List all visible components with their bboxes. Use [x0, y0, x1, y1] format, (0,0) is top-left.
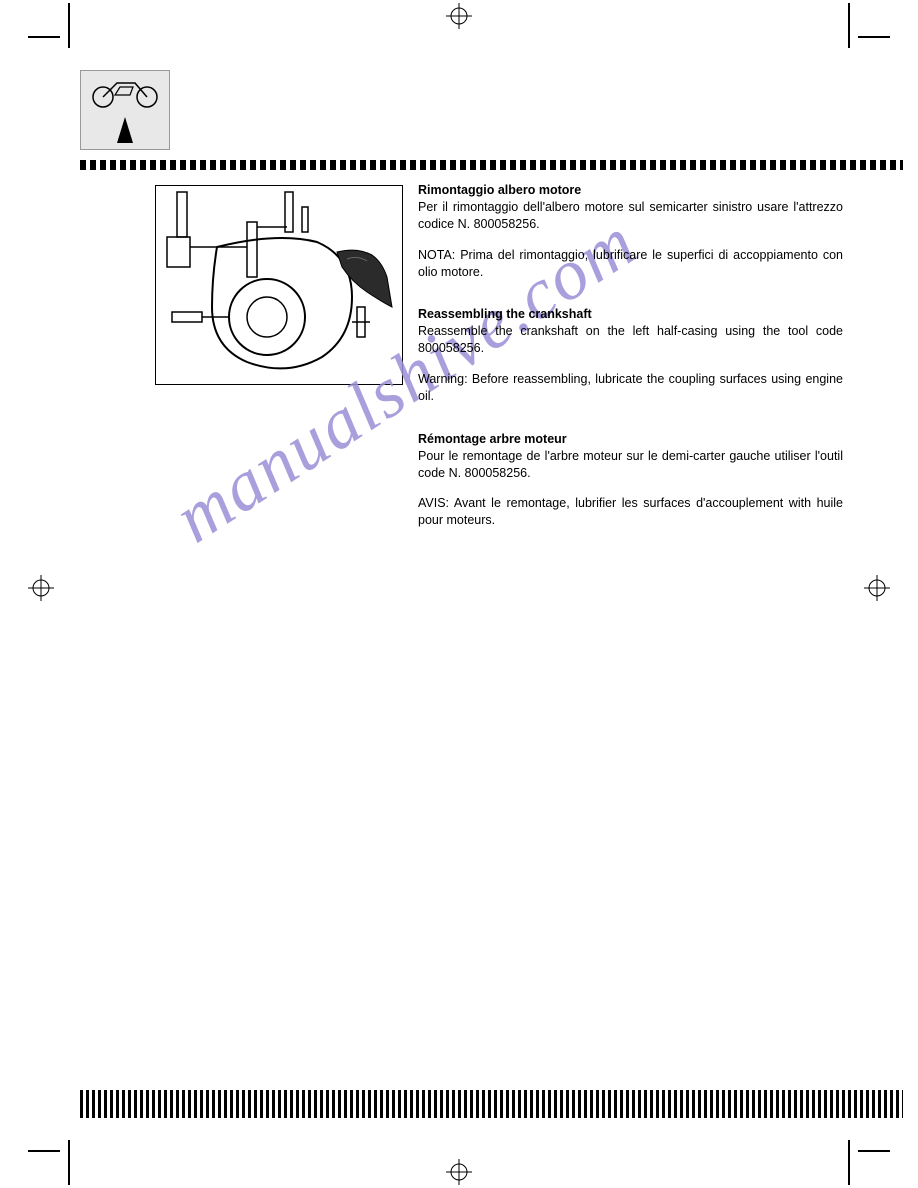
crop-mark [858, 36, 890, 38]
english-note: Warning: Before reassembling, lubricate … [418, 371, 843, 405]
italian-note: NOTA: Prima del rimontaggio, lubrificare… [418, 247, 843, 281]
french-note: AVIS: Avant le remontage, lubrifier les … [418, 495, 843, 529]
crop-mark [28, 36, 60, 38]
french-body: Pour le remontage de l'arbre moteur sur … [418, 448, 843, 482]
section-divider-top [80, 160, 903, 170]
english-title: Reassembling the crankshaft [418, 306, 843, 323]
italian-body: Per il rimontaggio dell'albero motore su… [418, 199, 843, 233]
registration-mark-icon [446, 1159, 472, 1185]
registration-mark-icon [446, 3, 472, 29]
content-column: Rimontaggio albero motore Per il rimonta… [418, 182, 843, 529]
motorcycle-section-icon [80, 70, 170, 150]
crop-mark [68, 3, 70, 48]
crop-mark [848, 3, 850, 48]
crop-mark [28, 1150, 60, 1152]
registration-mark-icon [864, 575, 890, 601]
crankshaft-diagram [155, 185, 403, 385]
registration-mark-icon [28, 575, 54, 601]
crop-mark [68, 1140, 70, 1185]
italian-title: Rimontaggio albero motore [418, 182, 843, 199]
crop-mark [848, 1140, 850, 1185]
english-body: Reassemble the crankshaft on the left ha… [418, 323, 843, 357]
section-divider-bottom [80, 1090, 903, 1118]
french-title: Rémontage arbre moteur [418, 431, 843, 448]
crop-mark [858, 1150, 890, 1152]
